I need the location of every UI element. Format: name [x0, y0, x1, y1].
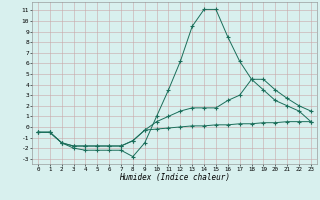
- X-axis label: Humidex (Indice chaleur): Humidex (Indice chaleur): [119, 173, 230, 182]
